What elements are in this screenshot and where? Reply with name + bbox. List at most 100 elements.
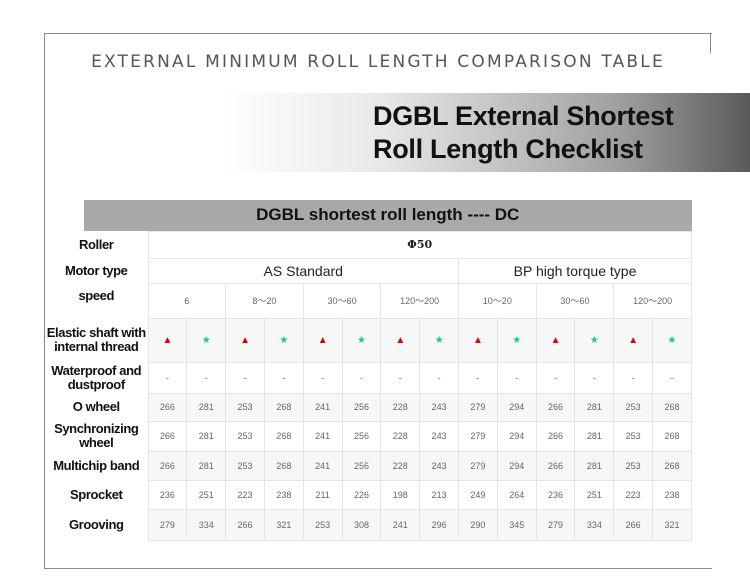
cell-value: 223 <box>613 479 654 510</box>
cell-value: 279 <box>458 392 498 422</box>
cell-value: 281 <box>574 450 615 481</box>
cell-value: 253 <box>613 392 654 422</box>
elastic-label: Elastic shaft with internal thread <box>45 318 148 362</box>
star-icon: ★ <box>186 317 227 363</box>
cell-value: 294 <box>496 450 537 481</box>
waterproof-value: - <box>652 361 692 394</box>
cell-value: 279 <box>535 508 576 541</box>
cell-value: 243 <box>419 450 459 481</box>
cell-value: 256 <box>341 450 382 481</box>
cell-value: 256 <box>341 392 382 422</box>
cell-value: 294 <box>496 420 537 452</box>
waterproof-value: - <box>302 361 343 394</box>
waterproof-value: - <box>574 361 615 394</box>
cell-value: 266 <box>147 450 188 481</box>
outer-frame <box>44 33 712 569</box>
cell-value: 241 <box>380 508 421 541</box>
speed-value: 8～20 <box>225 282 304 319</box>
star-icon: ★ <box>419 317 459 363</box>
triangle-icon: ▲ <box>225 317 265 363</box>
cell-value: 345 <box>496 508 537 541</box>
cell-value: 266 <box>613 508 654 541</box>
row-label: Sprocket <box>45 480 148 509</box>
waterproof-value: - <box>496 361 537 394</box>
cell-value: 241 <box>302 420 343 452</box>
triangle-icon: ▲ <box>613 317 654 363</box>
row-label: Grooving <box>45 509 148 540</box>
frame-edge <box>710 33 711 53</box>
triangle-icon: ▲ <box>302 317 343 363</box>
table-row: O wheel 266 281 253 268 241 256 228 243 279 294 266… <box>45 392 692 422</box>
cell-value: 266 <box>535 450 576 481</box>
roller-value: Φ50 <box>147 230 692 259</box>
table-row: Synchronizing wheel 266 281 253 268 241 256 228… <box>45 420 692 452</box>
cell-value: 334 <box>186 508 227 541</box>
title-banner <box>222 93 750 172</box>
cell-value: 241 <box>302 392 343 422</box>
cell-value: 223 <box>225 479 265 510</box>
waterproof-value: - <box>186 361 227 394</box>
waterproof-value: - <box>225 361 265 394</box>
cell-value: 279 <box>458 450 498 481</box>
cell-value: 211 <box>302 479 343 510</box>
table-row: Multichip band 266 281 253 268 241 256 228 243 27… <box>45 450 692 481</box>
star-icon: ★ <box>652 317 692 363</box>
cell-value: 281 <box>574 420 615 452</box>
cell-value: 228 <box>380 420 421 452</box>
cell-value: 281 <box>186 450 227 481</box>
cell-value: 321 <box>263 508 304 541</box>
star-icon: ★ <box>341 317 382 363</box>
triangle-icon: ▲ <box>147 317 188 363</box>
cell-value: 308 <box>341 508 382 541</box>
waterproof-value: - <box>613 361 654 394</box>
cell-value: 268 <box>263 450 304 481</box>
cell-value: 268 <box>652 450 692 481</box>
cell-value: 266 <box>147 392 188 422</box>
cell-value: 268 <box>652 392 692 422</box>
cell-value: 266 <box>535 392 576 422</box>
cell-value: 281 <box>574 392 615 422</box>
cell-value: 281 <box>186 420 227 452</box>
cell-value: 264 <box>496 479 537 510</box>
row-label: Synchronizing wheel <box>45 421 148 451</box>
cell-value: 253 <box>302 508 343 541</box>
page-title: EXTERNAL MINIMUM ROLL LENGTH COMPARISON … <box>91 52 665 72</box>
cell-value: 290 <box>458 508 498 541</box>
waterproof-value: - <box>147 361 188 394</box>
waterproof-value: - <box>419 361 459 394</box>
table-row: Grooving 279 334 266 321 253 308 241 296 290 345 27… <box>45 508 692 541</box>
cell-value: 268 <box>652 420 692 452</box>
waterproof-value: - <box>380 361 421 394</box>
cell-value: 198 <box>380 479 421 510</box>
cell-value: 334 <box>574 508 615 541</box>
speed-value: 6 <box>147 282 227 319</box>
cell-value: 253 <box>225 420 265 452</box>
cell-value: 279 <box>458 420 498 452</box>
cell-value: 243 <box>419 392 459 422</box>
cell-value: 238 <box>652 479 692 510</box>
cell-value: 236 <box>147 479 188 510</box>
cell-value: 266 <box>147 420 188 452</box>
roller-label: Roller <box>45 231 148 258</box>
speed-value: 120～200 <box>613 282 692 319</box>
star-icon: ★ <box>574 317 615 363</box>
table-title: DGBL shortest roll length ---- DC <box>45 200 692 231</box>
cell-value: 236 <box>535 479 576 510</box>
cell-value: 296 <box>419 508 459 541</box>
cell-value: 279 <box>147 508 188 541</box>
table-row: Sprocket 236 251 223 238 211 226 198 213 249 264 23… <box>45 479 692 510</box>
cell-value: 243 <box>419 420 459 452</box>
motor-group-bp: BP high torque type <box>458 257 692 284</box>
speed-value: 10～20 <box>458 282 537 319</box>
waterproof-value: - <box>458 361 498 394</box>
cell-value: 253 <box>225 450 265 481</box>
cell-value: 253 <box>225 392 265 422</box>
cell-value: 294 <box>496 392 537 422</box>
banner-title: DGBL External Shortest Roll Length Check… <box>373 100 674 166</box>
cell-value: 226 <box>341 479 382 510</box>
banner-line-1: DGBL External Shortest <box>373 101 674 131</box>
motor-label: Motor type <box>45 258 148 283</box>
speed-value: 120～200 <box>380 282 459 319</box>
cell-value: 228 <box>380 392 421 422</box>
star-icon: ★ <box>496 317 537 363</box>
